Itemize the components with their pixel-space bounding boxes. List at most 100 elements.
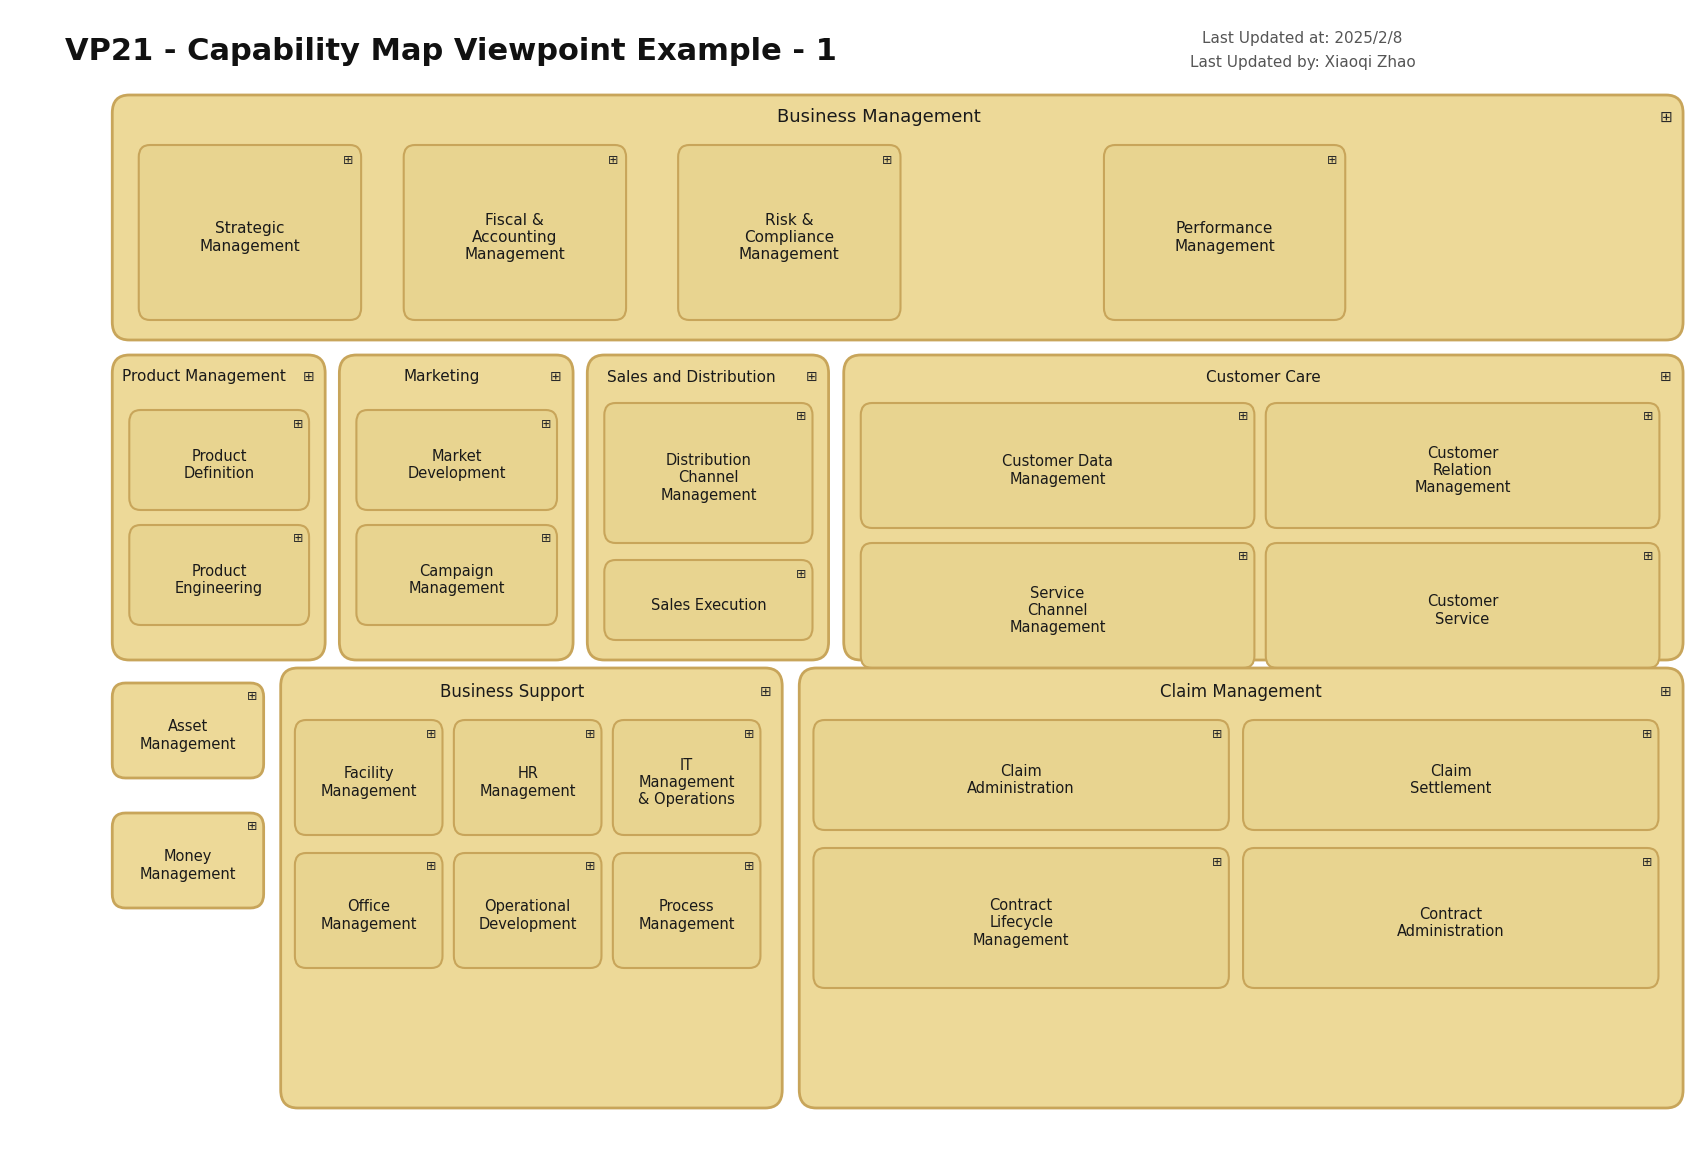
Text: ⊞: ⊞ [426,860,436,874]
Text: Process
Management: Process Management [638,900,735,931]
Text: ⊞: ⊞ [247,820,257,833]
FancyBboxPatch shape [112,683,264,778]
Text: Contract
Administration: Contract Administration [1397,907,1505,940]
FancyBboxPatch shape [861,543,1254,668]
Text: ⊞: ⊞ [1642,855,1653,868]
Text: ⊞: ⊞ [550,370,562,384]
FancyBboxPatch shape [112,355,325,660]
FancyBboxPatch shape [861,402,1254,528]
Text: Customer Care: Customer Care [1207,370,1321,385]
Text: Performance
Management: Performance Management [1174,221,1275,254]
Text: Last Updated at: 2025/2/8: Last Updated at: 2025/2/8 [1203,30,1402,46]
Text: Service
Channel
Management: Service Channel Management [1009,586,1106,635]
Text: ⊞: ⊞ [744,860,754,874]
Text: ⊞: ⊞ [608,154,618,167]
FancyBboxPatch shape [129,410,310,510]
Text: ⊞: ⊞ [585,728,596,741]
FancyBboxPatch shape [281,668,783,1108]
Text: Fiscal &
Accounting
Management: Fiscal & Accounting Management [465,213,565,262]
Text: Claim
Settlement: Claim Settlement [1409,764,1491,797]
Text: ⊞: ⊞ [585,860,596,874]
Text: ⊞: ⊞ [1659,110,1673,124]
Text: ⊞: ⊞ [541,418,551,431]
FancyBboxPatch shape [129,525,310,625]
Text: ⊞: ⊞ [1642,411,1653,424]
FancyBboxPatch shape [1105,145,1345,321]
Text: Product
Definition: Product Definition [184,449,255,481]
FancyBboxPatch shape [613,853,761,968]
Text: Distribution
Channel
Management: Distribution Channel Management [660,453,757,503]
Text: Claim
Administration: Claim Administration [967,764,1076,797]
Text: ⊞: ⊞ [882,154,892,167]
Text: Risk &
Compliance
Management: Risk & Compliance Management [739,213,839,262]
Text: ⊞: ⊞ [759,684,771,698]
Text: IT
Management
& Operations: IT Management & Operations [638,758,735,807]
Text: Contract
Lifecycle
Management: Contract Lifecycle Management [974,899,1069,948]
Text: ⊞: ⊞ [541,532,551,545]
Text: Marketing: Marketing [403,370,480,385]
Text: ⊞: ⊞ [247,690,257,703]
FancyBboxPatch shape [1266,543,1659,668]
Text: Customer
Service: Customer Service [1426,594,1498,627]
Text: Business Management: Business Management [776,108,980,126]
FancyBboxPatch shape [1242,848,1658,987]
FancyBboxPatch shape [814,720,1229,830]
Text: ⊞: ⊞ [797,411,807,424]
FancyBboxPatch shape [294,853,443,968]
Text: HR
Management: HR Management [480,766,575,799]
Text: ⊞: ⊞ [744,728,754,741]
Text: Business Support: Business Support [441,683,585,701]
Text: Money
Management: Money Management [140,849,237,882]
FancyBboxPatch shape [140,145,361,321]
FancyBboxPatch shape [294,720,443,835]
FancyBboxPatch shape [800,668,1683,1108]
FancyBboxPatch shape [454,853,601,968]
Text: ⊞: ⊞ [293,418,303,431]
Text: ⊞: ⊞ [1237,551,1248,564]
Text: ⊞: ⊞ [1642,551,1653,564]
Text: Campaign
Management: Campaign Management [408,564,505,597]
FancyBboxPatch shape [844,355,1683,660]
FancyBboxPatch shape [112,95,1683,340]
Text: Last Updated by: Xiaoqi Zhao: Last Updated by: Xiaoqi Zhao [1190,55,1416,69]
Text: Product Management: Product Management [123,370,286,385]
Text: Customer
Relation
Management: Customer Relation Management [1414,446,1511,495]
Text: ⊞: ⊞ [426,728,436,741]
FancyBboxPatch shape [454,720,601,835]
FancyBboxPatch shape [339,355,574,660]
FancyBboxPatch shape [604,560,812,640]
FancyBboxPatch shape [112,813,264,908]
Text: Claim Management: Claim Management [1161,683,1322,701]
Text: Customer Data
Management: Customer Data Management [1002,454,1113,487]
FancyBboxPatch shape [677,145,900,321]
FancyBboxPatch shape [403,145,626,321]
Text: ⊞: ⊞ [1212,728,1222,741]
Text: Market
Development: Market Development [407,449,505,481]
Text: ⊞: ⊞ [1659,370,1671,384]
Text: Strategic
Management: Strategic Management [199,221,300,254]
Text: ⊞: ⊞ [293,532,303,545]
FancyBboxPatch shape [356,525,557,625]
Text: ⊞: ⊞ [1237,411,1248,424]
Text: Asset
Management: Asset Management [140,720,237,751]
Text: Office
Management: Office Management [320,900,417,931]
Text: Operational
Development: Operational Development [478,900,577,931]
Text: ⊞: ⊞ [1328,154,1338,167]
FancyBboxPatch shape [814,848,1229,987]
FancyBboxPatch shape [356,410,557,510]
Text: Sales and Distribution: Sales and Distribution [606,370,774,385]
FancyBboxPatch shape [1266,402,1659,528]
Text: ⊞: ⊞ [1659,684,1671,698]
Text: ⊞: ⊞ [1212,855,1222,868]
Text: ⊞: ⊞ [303,370,313,384]
Text: Product
Engineering: Product Engineering [175,564,264,597]
Text: Sales Execution: Sales Execution [650,598,766,613]
Text: Facility
Management: Facility Management [320,766,417,799]
Text: ⊞: ⊞ [342,154,352,167]
FancyBboxPatch shape [613,720,761,835]
FancyBboxPatch shape [1242,720,1658,830]
FancyBboxPatch shape [604,402,812,543]
Text: ⊞: ⊞ [805,370,817,384]
Text: VP21 - Capability Map Viewpoint Example - 1: VP21 - Capability Map Viewpoint Example … [65,37,837,67]
Text: ⊞: ⊞ [797,567,807,580]
